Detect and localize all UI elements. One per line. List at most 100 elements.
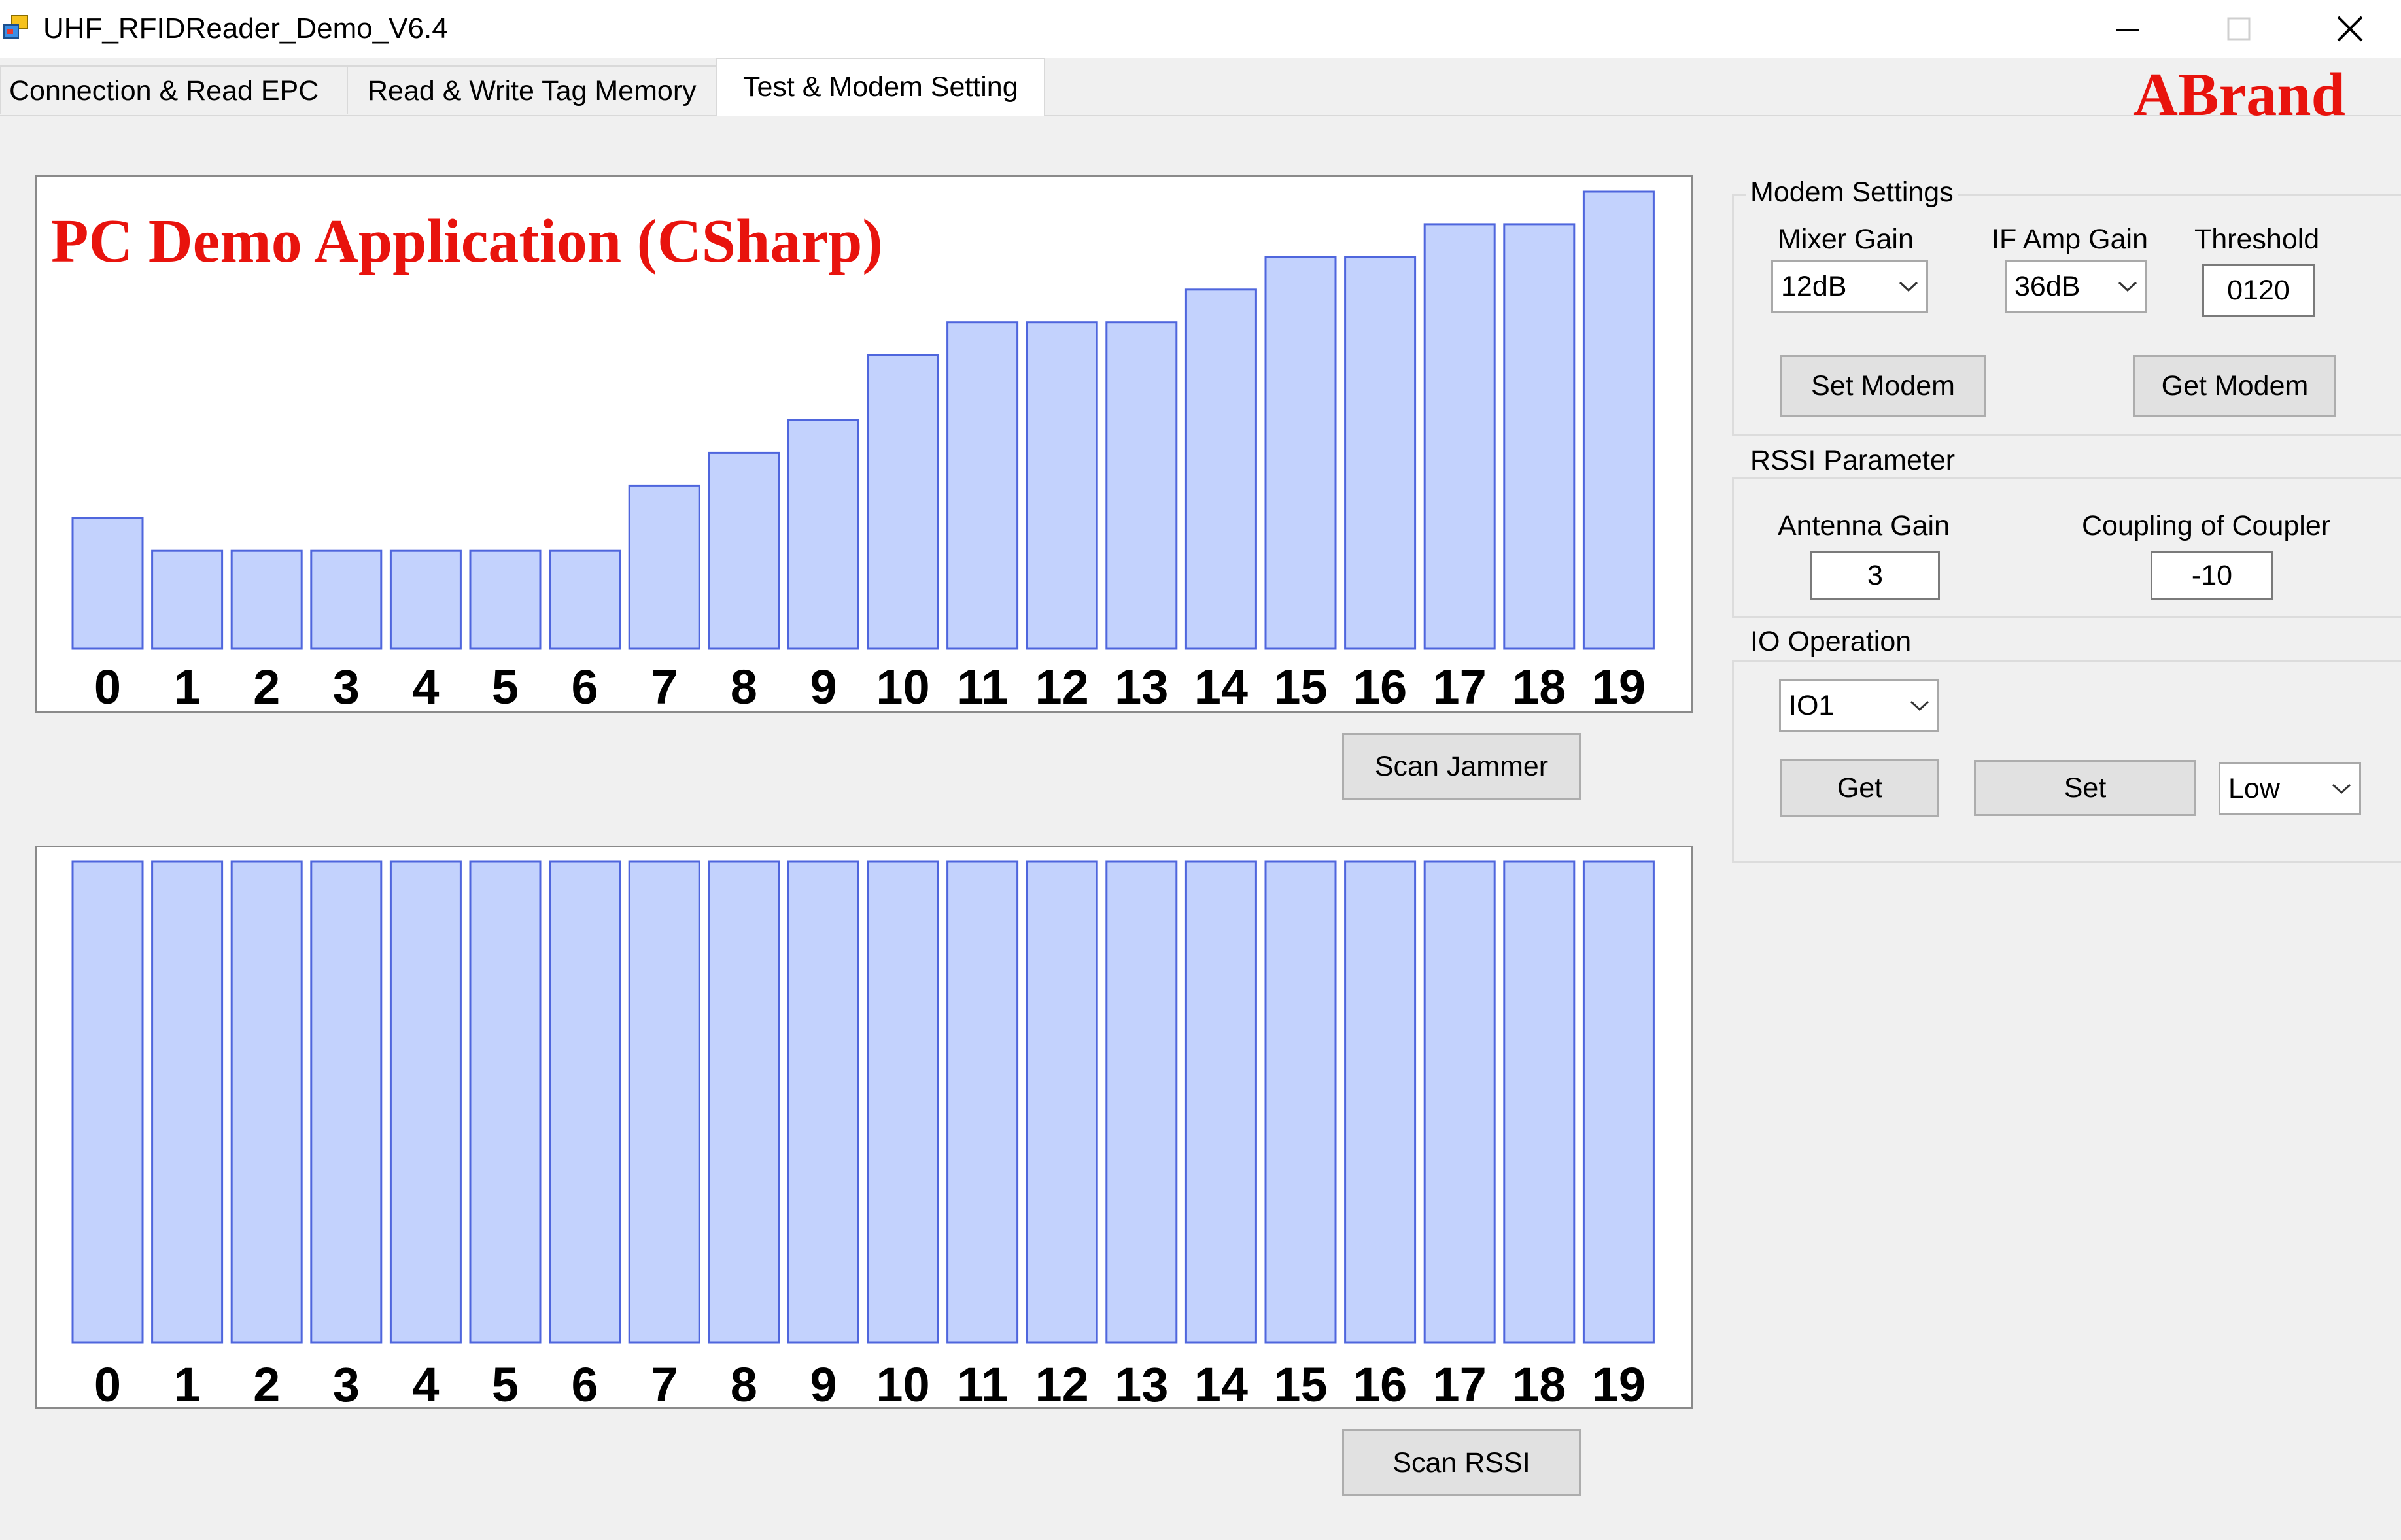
mixer-gain-select[interactable]: 12dB: [1771, 260, 1928, 313]
x-tick-label: 17: [1433, 660, 1487, 711]
x-tick-label: 14: [1194, 660, 1248, 711]
get-modem-button[interactable]: Get Modem: [2133, 355, 2336, 417]
x-tick-label: 7: [651, 660, 678, 711]
chart-bar: [151, 860, 224, 1344]
chart-bar: [1582, 860, 1655, 1344]
chart-bar: [946, 321, 1019, 650]
jammer-chart: 0 1 2 3 4 5 6 7 8 9 10 11 12 13 14 15 16 17 18 19: [35, 175, 1693, 713]
chart-bar: [1026, 860, 1098, 1344]
antenna-gain-label: Antenna Gain: [1778, 510, 1950, 541]
x-tick-label: 0: [94, 660, 121, 711]
modem-settings-group: [1732, 194, 2401, 436]
tab-connection-read-epc[interactable]: Connection & Read EPC: [0, 65, 348, 114]
chart-bar: [867, 860, 939, 1344]
x-tick-label: 9: [810, 660, 837, 711]
chart-bar: [1423, 860, 1496, 1344]
x-tick-label: 1: [174, 660, 201, 711]
x-tick-label: 8: [731, 660, 757, 711]
chart-bar: [1184, 288, 1257, 650]
x-tick-label: 2: [253, 660, 280, 711]
chart-bar: [628, 860, 700, 1344]
io-port-select[interactable]: IO1: [1779, 679, 1939, 732]
x-tick-label: 16: [1353, 660, 1407, 711]
x-tick-label: 12: [1035, 1358, 1089, 1407]
io-set-button[interactable]: Set: [1974, 760, 2196, 816]
chart-bar: [787, 419, 859, 650]
tab-label: Connection & Read EPC: [9, 75, 319, 107]
x-tick-label: 3: [333, 660, 360, 711]
tab-test-modem-setting[interactable]: Test & Modem Setting: [716, 58, 1045, 116]
chart-bar: [1105, 321, 1178, 650]
maximize-icon: [2227, 17, 2251, 41]
x-tick-label: 16: [1353, 1358, 1407, 1407]
rssi-chart: 0 1 2 3 4 5 6 7 8 9 10 11 12 13 14 15 16 17 18 19: [35, 846, 1693, 1409]
chart-bar: [1503, 223, 1576, 650]
x-tick-label: 18: [1512, 660, 1566, 711]
chart-bar: [1503, 860, 1576, 1344]
brand-logo: ABrand: [2133, 61, 2345, 129]
chart-bar: [389, 860, 462, 1344]
threshold-input[interactable]: 0120: [2202, 264, 2315, 317]
x-tick-label: 11: [957, 1358, 1008, 1407]
io-level-value: Low: [2228, 772, 2280, 804]
io-port-value: IO1: [1789, 689, 1835, 721]
rssi-parameter-group: [1732, 477, 2401, 618]
tab-read-write-tag-memory[interactable]: Read & Write Tag Memory: [347, 65, 717, 114]
chart-bar: [708, 451, 780, 650]
chart-bar: [946, 860, 1019, 1344]
scan-jammer-button[interactable]: Scan Jammer: [1342, 733, 1581, 800]
chart-bar: [469, 549, 542, 650]
io-get-button[interactable]: Get: [1780, 759, 1939, 817]
chart-bar: [71, 860, 144, 1344]
x-tick-label: 15: [1273, 1358, 1327, 1407]
x-tick-label: 5: [492, 1358, 519, 1407]
if-amp-gain-select[interactable]: 36dB: [2005, 260, 2147, 313]
chart-bar: [1344, 256, 1417, 650]
chart-bar: [1344, 860, 1417, 1344]
x-tick-label: 7: [651, 1358, 678, 1407]
minimize-icon: [2116, 29, 2139, 31]
app-icon: [3, 14, 29, 41]
chart-bar: [1264, 860, 1337, 1344]
chart-bar: [469, 860, 542, 1344]
set-modem-button[interactable]: Set Modem: [1780, 355, 1986, 417]
chart-bar: [708, 860, 780, 1344]
chart-bar: [230, 549, 303, 650]
minimize-button[interactable]: [2072, 0, 2183, 58]
maximize-button[interactable]: [2183, 0, 2294, 58]
chart-bar: [1105, 860, 1178, 1344]
chevron-down-icon: [2324, 764, 2359, 813]
chart-bar: [549, 860, 621, 1344]
x-tick-label: 6: [572, 660, 598, 711]
close-icon: [2337, 16, 2363, 42]
chart-bar: [1423, 223, 1496, 650]
overlay-title: PC Demo Application (CSharp): [51, 207, 883, 275]
chart-bar: [867, 354, 939, 650]
close-button[interactable]: [2294, 0, 2401, 58]
chart-bar: [1582, 190, 1655, 650]
antenna-gain-input[interactable]: 3: [1810, 551, 1940, 600]
x-tick-label: 5: [492, 660, 519, 711]
io-level-select[interactable]: Low: [2219, 762, 2361, 815]
window-title: UHF_RFIDReader_Demo_V6.4: [43, 12, 448, 44]
x-tick-label: 2: [253, 1358, 280, 1407]
x-tick-label: 12: [1035, 660, 1089, 711]
x-tick-label: 13: [1114, 660, 1168, 711]
if-amp-gain-label: IF Amp Gain: [1992, 224, 2148, 255]
chart-bar: [310, 860, 383, 1344]
x-tick-label: 9: [810, 1358, 837, 1407]
chevron-down-icon: [2110, 262, 2145, 311]
x-tick-label: 19: [1592, 660, 1646, 711]
scan-rssi-button[interactable]: Scan RSSI: [1342, 1429, 1581, 1496]
chart-bar: [389, 549, 462, 650]
x-tick-label: 18: [1512, 1358, 1566, 1407]
chart-bar: [1184, 860, 1257, 1344]
x-tick-label: 6: [572, 1358, 598, 1407]
tab-label: Read & Write Tag Memory: [368, 75, 697, 107]
tab-label: Test & Modem Setting: [743, 71, 1018, 103]
coupling-of-coupler-input[interactable]: -10: [2151, 551, 2273, 600]
x-tick-label: 0: [94, 1358, 121, 1407]
chevron-down-icon: [1902, 681, 1937, 730]
x-tick-label: 3: [333, 1358, 360, 1407]
x-tick-label: 14: [1194, 1358, 1248, 1407]
